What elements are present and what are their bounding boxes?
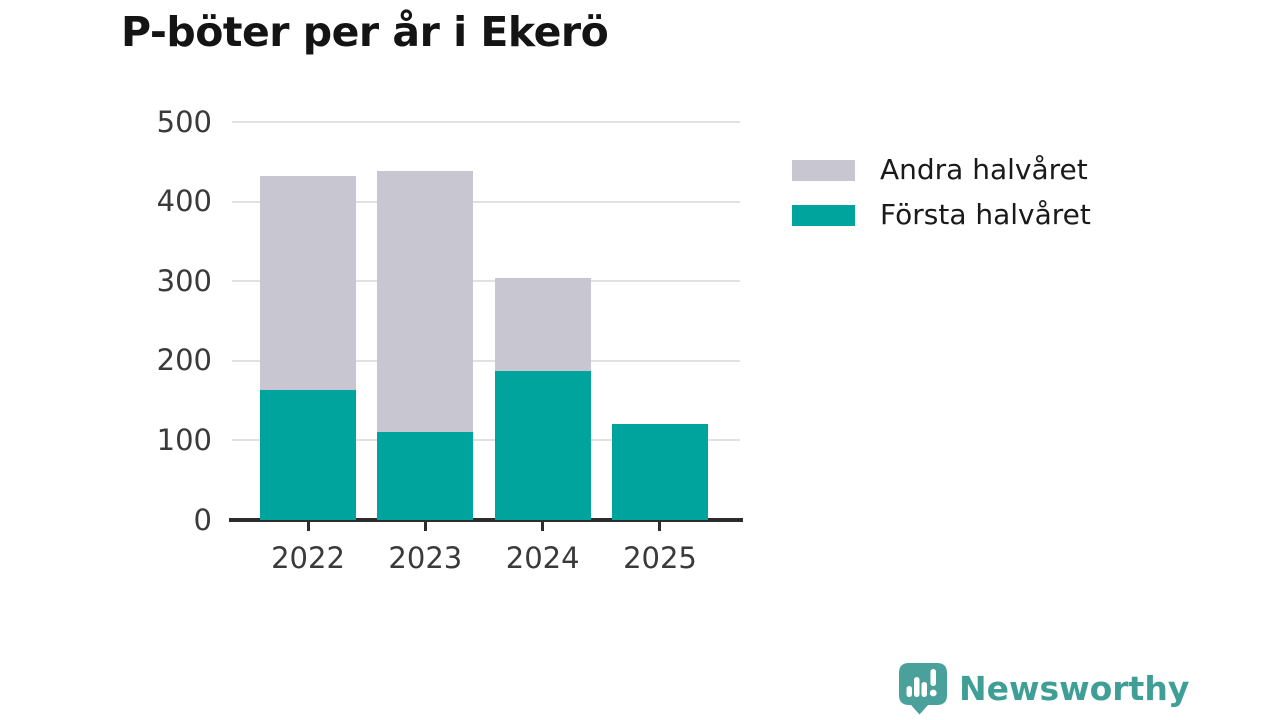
- bar-segment-2025-f-rsta-halv-ret: [611, 424, 708, 520]
- chart-title: P-böter per år i Ekerö: [121, 8, 609, 56]
- newsworthy-logo: Newsworthy: [898, 662, 1189, 715]
- legend-item: Andra halvåret: [792, 156, 1091, 184]
- y-axis-tick-label: 300: [156, 264, 212, 298]
- x-axis-tick: [306, 522, 310, 531]
- legend-swatch: [792, 204, 855, 226]
- gridline: [232, 200, 740, 203]
- y-axis-tick-label: 0: [193, 503, 212, 537]
- x-axis-tick-label: 2025: [623, 541, 697, 575]
- gridline: [232, 280, 740, 283]
- gridline: [232, 439, 740, 442]
- x-axis-line: [229, 518, 743, 522]
- legend: Andra halvåret Första halvåret: [792, 156, 1091, 229]
- x-axis-tick-label: 2022: [271, 541, 345, 575]
- x-axis-tick: [658, 522, 662, 531]
- bar-segment-2023-andra-halv-ret: [377, 171, 474, 432]
- y-axis-tick-label: 500: [156, 105, 212, 139]
- gridline: [232, 121, 740, 123]
- x-axis-tick-label: 2023: [388, 541, 463, 575]
- bar-segment-2024-andra-halv-ret: [494, 278, 591, 372]
- newsworthy-logo-text: Newsworthy: [959, 669, 1190, 708]
- gridline: [232, 359, 740, 362]
- x-axis-tick: [423, 522, 427, 531]
- legend-swatch: [792, 159, 855, 181]
- plot-area: [229, 121, 743, 531]
- legend-label: Andra halvåret: [880, 153, 1088, 186]
- y-axis-tick-label: 400: [156, 184, 212, 218]
- y-axis-tick-label: 200: [156, 343, 212, 377]
- bar-segment-2022-andra-halv-ret: [260, 176, 356, 391]
- bar-segment-2023-f-rsta-halv-ret: [377, 431, 474, 520]
- newsworthy-logo-icon: [899, 663, 947, 715]
- bar-segment-2022-f-rsta-halv-ret: [260, 390, 356, 520]
- x-axis-tick: [541, 522, 545, 531]
- x-axis-tick-label: 2024: [505, 541, 580, 575]
- bar-segment-2024-f-rsta-halv-ret: [494, 371, 591, 520]
- legend-label: Första halvåret: [880, 198, 1091, 231]
- legend-item: Första halvåret: [792, 201, 1091, 229]
- y-axis-tick-label: 100: [156, 423, 212, 457]
